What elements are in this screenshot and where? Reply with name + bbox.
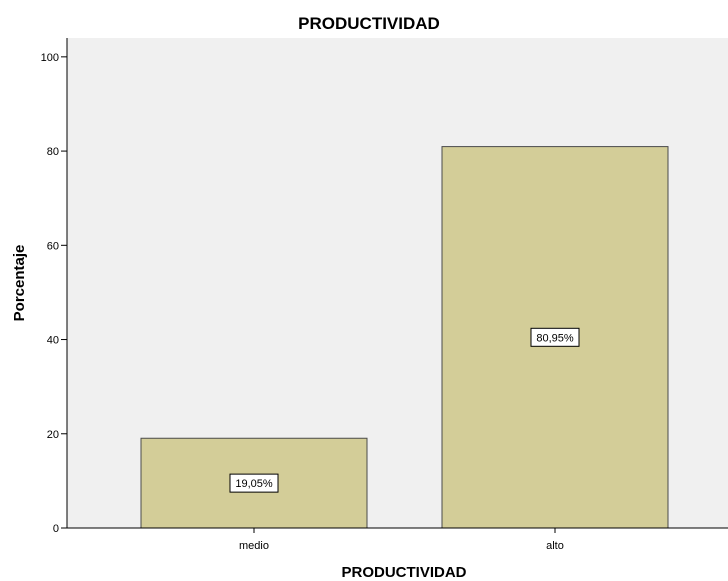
bars-group: 19,05% 80,95% (140, 146, 669, 529)
y-tick-label-60: 60 (47, 240, 59, 252)
data-label-box-medio (229, 473, 279, 493)
y-tick-label-80: 80 (47, 146, 59, 158)
y-tick-label-0: 0 (53, 523, 59, 535)
x-tick-label-alto: alto (546, 540, 564, 552)
data-label-box-alto (530, 327, 580, 347)
data-label-medio: 19,05% (235, 478, 273, 490)
data-label-alto: 80,95% (536, 332, 574, 344)
y-tick-label-40: 40 (47, 335, 59, 347)
x-axis-title: PRODUCTIVIDAD (341, 564, 466, 581)
y-axis-title: Porcentaje (11, 245, 28, 322)
y-tick-label-100: 100 (41, 52, 59, 64)
y-tick-label-20: 20 (47, 429, 59, 441)
chart-title: PRODUCTIVIDAD (298, 14, 440, 33)
x-tick-label-medio: medio (239, 540, 269, 552)
axes-group: medio alto 0 20 40 60 80 100 (41, 38, 728, 552)
